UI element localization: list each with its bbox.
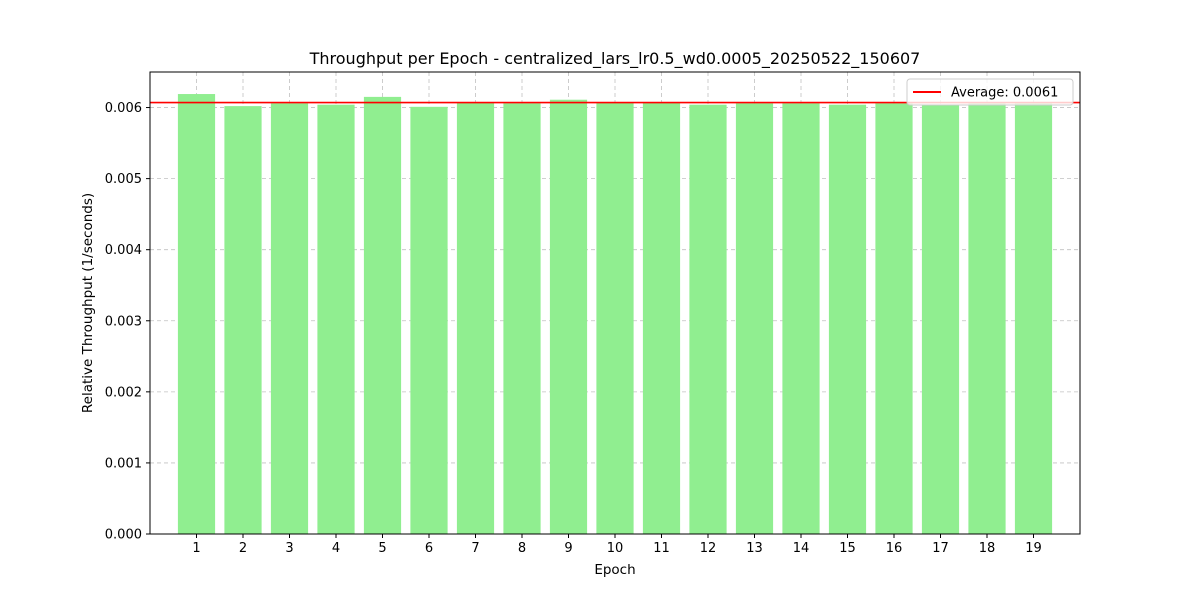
- y-tick-label: 0.002: [105, 385, 142, 400]
- x-tick-label: 8: [518, 541, 526, 556]
- y-tick-label: 0.001: [105, 456, 142, 471]
- x-tick-label: 1: [192, 541, 200, 556]
- bar: [689, 104, 727, 535]
- x-tick-label: 11: [653, 541, 670, 556]
- bar: [410, 106, 448, 534]
- x-tick-label: 10: [607, 541, 624, 556]
- x-tick-label: 14: [793, 541, 810, 556]
- y-tick-label: 0.003: [105, 314, 142, 329]
- chart-title: Throughput per Epoch - centralized_lars_…: [309, 49, 921, 69]
- x-tick-label: 17: [932, 541, 949, 556]
- x-tick-label: 16: [886, 541, 903, 556]
- bar: [735, 103, 774, 534]
- bar: [224, 106, 262, 535]
- bar: [363, 96, 402, 534]
- y-tick-label: 0.000: [105, 528, 142, 543]
- x-tick-label: 4: [332, 541, 340, 556]
- bar: [875, 103, 913, 534]
- bar: [270, 103, 309, 534]
- y-tick-label: 0.004: [105, 243, 142, 258]
- bars: [177, 94, 1053, 535]
- x-tick-label: 9: [564, 541, 572, 556]
- y-tick-label: 0.006: [105, 101, 142, 116]
- axis-ticks: 1 2 3 4 5 6 7 8 9 10 11 12 13 14 15 16 17 18 190.0000.0010…: [105, 101, 1042, 556]
- bar: [503, 103, 541, 534]
- y-tick-label: 0.005: [105, 172, 142, 187]
- bar: [1014, 102, 1053, 534]
- bar: [642, 102, 681, 534]
- x-tick-label: 15: [839, 541, 856, 556]
- x-tick-label: 13: [746, 541, 763, 556]
- bar: [317, 104, 355, 535]
- x-axis-title: Epoch: [594, 562, 635, 578]
- y-axis-title: Relative Throughput (1/seconds): [80, 193, 96, 413]
- bar: [968, 102, 1006, 534]
- legend: Average: 0.0061: [906, 78, 1074, 106]
- bar: [456, 102, 495, 534]
- x-tick-label: 6: [425, 541, 433, 556]
- x-tick-label: 18: [979, 541, 996, 556]
- x-tick-label: 7: [471, 541, 479, 556]
- legend-box: [906, 78, 1074, 106]
- x-tick-label: 5: [378, 541, 386, 556]
- x-tick-label: 19: [1025, 541, 1042, 556]
- bar: [782, 103, 820, 534]
- bar: [596, 102, 634, 534]
- bar: [177, 94, 216, 534]
- bar: [549, 99, 588, 534]
- bar: [921, 105, 960, 534]
- x-tick-label: 2: [239, 541, 247, 556]
- x-tick-label: 12: [700, 541, 717, 556]
- bar: [828, 104, 867, 535]
- x-tick-label: 3: [285, 541, 293, 556]
- legend-label: Average: 0.0061: [951, 86, 1058, 101]
